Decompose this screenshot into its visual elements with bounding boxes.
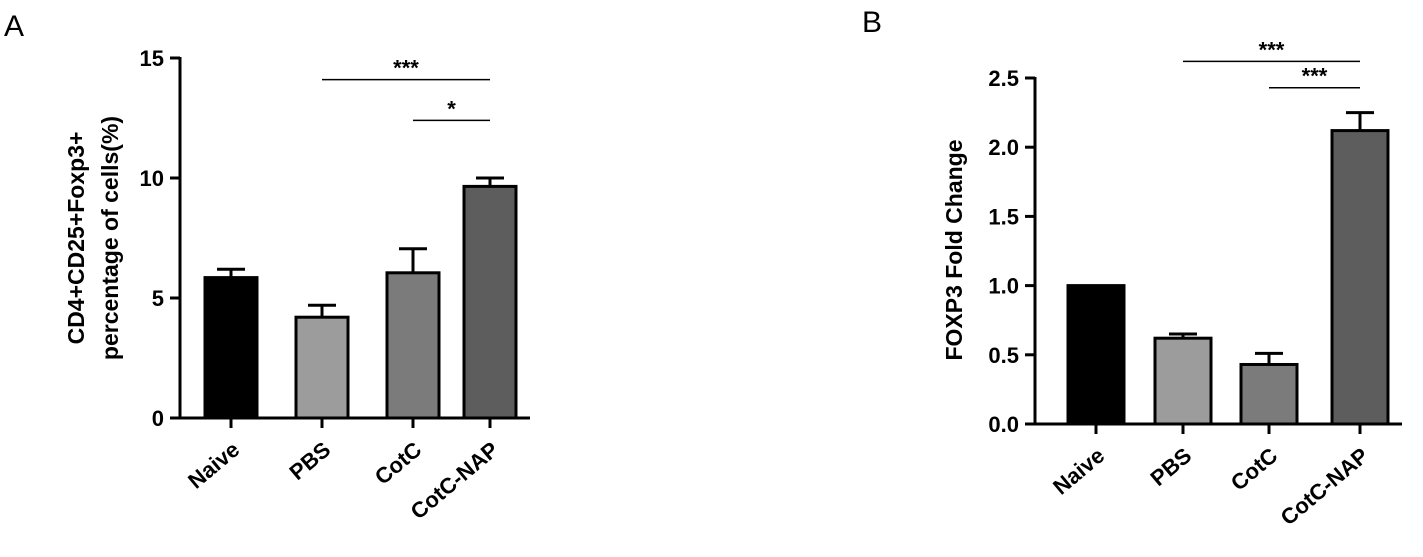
significance-label: * <box>447 96 456 121</box>
bar <box>1066 284 1126 426</box>
category-label: Naive <box>1048 443 1109 500</box>
bar <box>1239 362 1299 426</box>
y-tick-label: 0.0 <box>988 412 1019 437</box>
significance-label: *** <box>1302 64 1328 89</box>
category-label: CotC <box>370 437 426 490</box>
category-label: Naive <box>183 437 244 494</box>
y-tick-label: 1.0 <box>988 274 1019 299</box>
y-axis-label: FOXP3 Fold Change <box>941 139 967 360</box>
bar <box>1153 336 1213 426</box>
y-tick-label: 0 <box>152 406 164 431</box>
y-axis-label: CD4+CD25+Foxp3+ <box>63 132 89 345</box>
bar <box>294 315 350 420</box>
y-axis-label: percentage of cells(%) <box>97 116 123 360</box>
category-label: CotC-NAP <box>1276 443 1374 530</box>
y-tick-label: 0.5 <box>988 343 1019 368</box>
category-label: PBS <box>1145 443 1196 491</box>
category-label: CotC <box>1226 443 1282 496</box>
bar <box>1330 129 1390 426</box>
y-tick-label: 2.5 <box>988 66 1019 91</box>
significance-label: *** <box>393 56 419 81</box>
bar <box>462 184 518 420</box>
panel-a: A 0 5 10 15 CD4+CD25+Foxp3+ percentage of cell… <box>4 10 530 524</box>
panel-label: B <box>862 6 882 39</box>
y-tick-label: 15 <box>140 46 164 71</box>
y-tick-label: 1.5 <box>988 204 1019 229</box>
bar <box>203 276 259 420</box>
y-tick-label: 5 <box>152 286 164 311</box>
bar <box>385 271 441 420</box>
significance-label: *** <box>1259 37 1285 62</box>
y-tick-label: 2.0 <box>988 135 1019 160</box>
category-label: PBS <box>284 437 335 485</box>
panel-label: A <box>4 10 24 43</box>
y-tick-label: 10 <box>140 166 164 191</box>
panel-b: B 0.0 0.5 1.0 1.5 2.0 2.5 FOXP3 Fold Change Naiv… <box>862 6 1402 530</box>
